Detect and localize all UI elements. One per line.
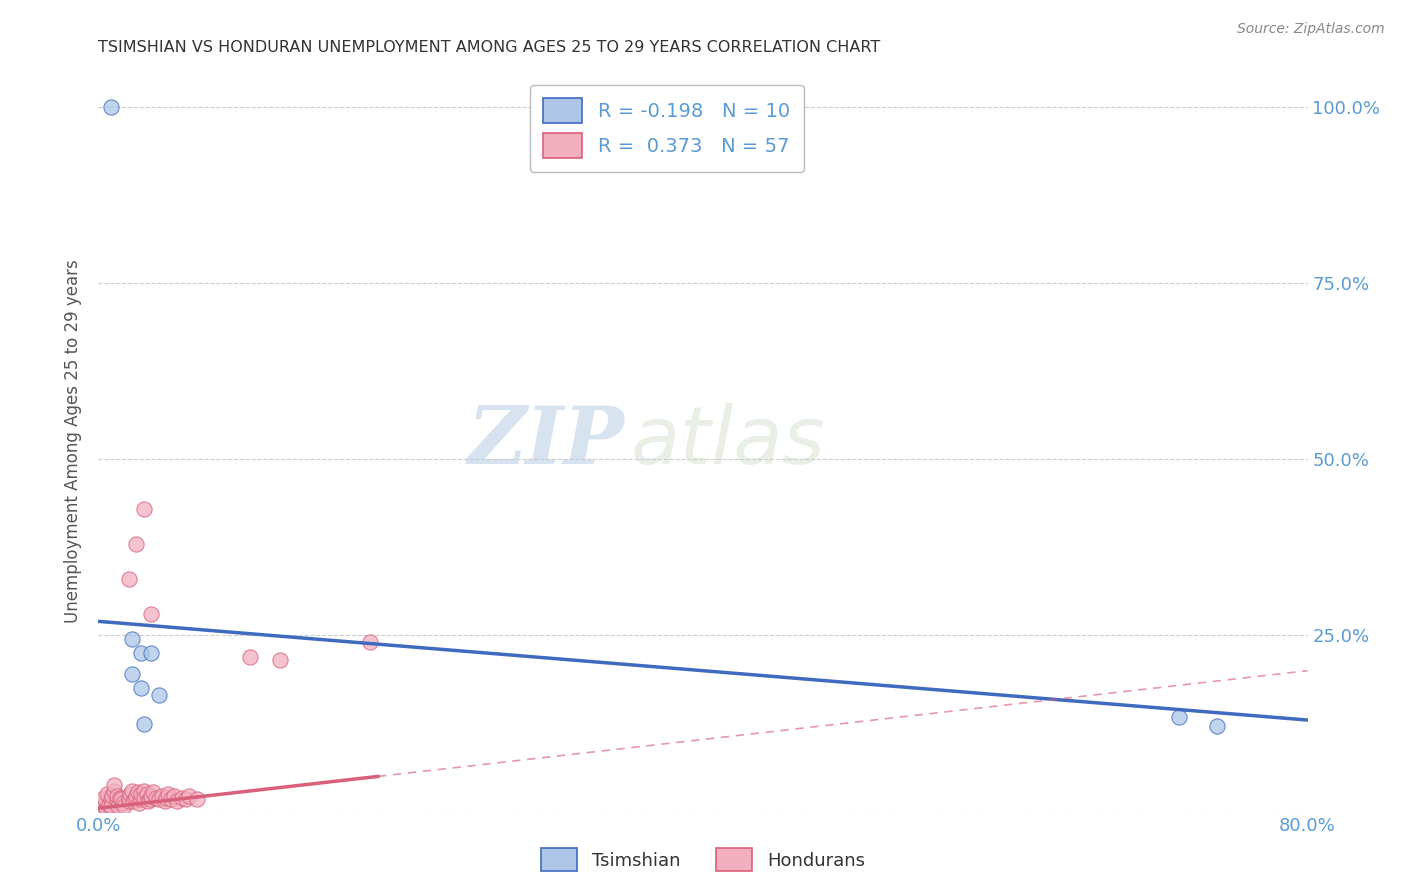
Point <box>122 794 145 808</box>
Point <box>170 790 193 805</box>
Point <box>163 789 186 804</box>
Point <box>239 649 262 664</box>
Point <box>186 792 208 806</box>
Y-axis label: Unemployment Among Ages 25 to 29 years: Unemployment Among Ages 25 to 29 years <box>65 260 83 624</box>
Point <box>141 646 163 660</box>
Point <box>129 681 152 696</box>
Point <box>179 789 201 804</box>
Point <box>108 790 131 805</box>
Legend: R = -0.198   N = 10, R =  0.373   N = 57: R = -0.198 N = 10, R = 0.373 N = 57 <box>530 85 804 171</box>
Point <box>132 783 155 797</box>
Point <box>128 797 150 811</box>
Point <box>118 790 141 805</box>
Point <box>100 799 122 814</box>
Point <box>100 792 122 806</box>
Point <box>93 790 115 805</box>
Point <box>127 785 149 799</box>
Point <box>93 797 115 812</box>
Point <box>135 787 157 801</box>
Point <box>110 792 132 806</box>
Point <box>129 787 152 801</box>
Text: TSIMSHIAN VS HONDURAN UNEMPLOYMENT AMONG AGES 25 TO 29 YEARS CORRELATION CHART: TSIMSHIAN VS HONDURAN UNEMPLOYMENT AMONG… <box>98 40 880 55</box>
Point <box>121 667 143 681</box>
Point <box>121 632 143 646</box>
Point <box>160 792 183 806</box>
Text: Source: ZipAtlas.com: Source: ZipAtlas.com <box>1237 22 1385 37</box>
Point <box>129 646 152 660</box>
Point <box>94 794 117 808</box>
Point <box>105 794 128 808</box>
Point <box>132 501 155 516</box>
Point <box>1206 719 1229 733</box>
Point <box>174 792 197 806</box>
Point <box>121 783 143 797</box>
Point <box>269 653 291 667</box>
Point <box>91 801 114 815</box>
Point <box>132 716 155 731</box>
Point <box>156 787 179 801</box>
Text: ZIP: ZIP <box>468 403 624 480</box>
Point <box>148 689 170 703</box>
Point <box>124 792 146 806</box>
Point <box>118 572 141 586</box>
Point <box>111 797 134 811</box>
Point <box>132 790 155 805</box>
Point <box>153 794 176 808</box>
Point <box>129 792 152 806</box>
Point <box>118 794 141 808</box>
Point <box>166 794 188 808</box>
Point <box>103 778 125 792</box>
Point <box>136 794 159 808</box>
Point <box>125 789 148 804</box>
Point <box>96 787 118 801</box>
Point <box>141 789 163 804</box>
Point <box>98 797 121 812</box>
Point <box>141 607 163 622</box>
Legend: Tsimshian, Hondurans: Tsimshian, Hondurans <box>534 841 872 879</box>
Point <box>1168 709 1191 723</box>
Point <box>103 783 125 797</box>
Point <box>112 799 135 814</box>
Point <box>100 100 122 114</box>
Point <box>101 789 124 804</box>
Point <box>142 785 165 799</box>
Point <box>94 801 117 815</box>
Point <box>148 792 170 806</box>
Text: atlas: atlas <box>630 402 825 481</box>
Point <box>107 799 129 814</box>
Point <box>155 790 177 805</box>
Point <box>105 789 128 804</box>
Point <box>139 792 162 806</box>
Point <box>125 537 148 551</box>
Point <box>120 787 142 801</box>
Point <box>360 635 382 649</box>
Point <box>150 789 173 804</box>
Point <box>145 790 167 805</box>
